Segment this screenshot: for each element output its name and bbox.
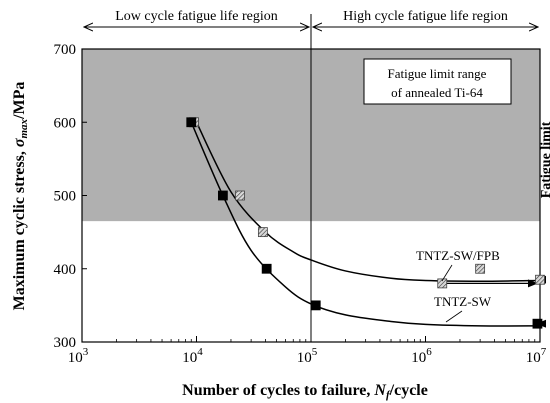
- x-tick-label: 105: [297, 346, 318, 366]
- data-point-sw: [186, 117, 197, 128]
- data-point-fpb: [257, 227, 268, 238]
- y-axis-title-tail: /MPa: [11, 82, 28, 120]
- fit-curves: [190, 121, 546, 328]
- fatigue-limit-box-line2: of annealed Ti-64: [391, 85, 483, 100]
- data-point-fpb: [437, 278, 448, 289]
- y-tick-label: 400: [54, 262, 77, 278]
- data-point-sw: [310, 300, 321, 311]
- series-label-sw-leader: [445, 310, 463, 323]
- low-cycle-region-label: Low cycle fatigue life region: [115, 9, 277, 24]
- y-axis-title-main: Maximum cyclic stress,: [11, 147, 28, 310]
- data-markers: [186, 117, 545, 329]
- x-axis-title-tail: /cycle: [389, 382, 428, 399]
- data-point-sw: [532, 318, 543, 329]
- x-axis-title-main: Number of cycles to failure,: [182, 382, 374, 399]
- x-tick-label: 103: [68, 346, 89, 366]
- y-axis-title-var: σ: [11, 138, 28, 147]
- data-point-fpb: [235, 190, 245, 201]
- y-tick-label: 500: [54, 189, 77, 205]
- data-point-fpb: [535, 274, 545, 285]
- fatigue-limit-box: [363, 58, 512, 105]
- x-axis-title-sub: f: [386, 389, 391, 401]
- data-point-fpb: [475, 263, 486, 274]
- y-tick-label: 300: [54, 335, 77, 351]
- high-cycle-region-label: High cycle fatigue life region: [343, 9, 508, 24]
- data-point-sw: [261, 263, 272, 274]
- y-tick-label: 600: [54, 115, 77, 131]
- fatigue-limit-label: Fatigue limit: [539, 121, 550, 198]
- series-label-fpb: TNTZ-SW/FPB: [416, 248, 500, 263]
- y-axis-ticks: 300 400 500 600 700: [54, 42, 87, 351]
- x-axis-title-var: N: [373, 382, 387, 399]
- y-tick-label: 700: [54, 42, 77, 58]
- x-axis-title: Number of cycles to failure, Nf/cycle: [182, 382, 428, 401]
- x-axis-ticks: 103 104 105 106 107: [68, 336, 547, 366]
- y-axis-title: Maximum cyclic stress, σmax/MPa: [11, 82, 30, 311]
- series-label-fpb-leader: [441, 264, 453, 282]
- fit-curve-fpb: [195, 121, 541, 282]
- x-tick-label: 107: [526, 346, 547, 366]
- y-axis-title-sub: max: [18, 118, 30, 138]
- x-tick-label: 106: [411, 346, 432, 366]
- x-tick-label: 104: [182, 346, 203, 366]
- series-label-sw: TNTZ-SW: [434, 294, 492, 309]
- fit-curve-sw: [190, 121, 541, 327]
- fatigue-limit-box-line1: Fatigue limit range: [388, 66, 487, 81]
- data-point-sw: [217, 190, 228, 201]
